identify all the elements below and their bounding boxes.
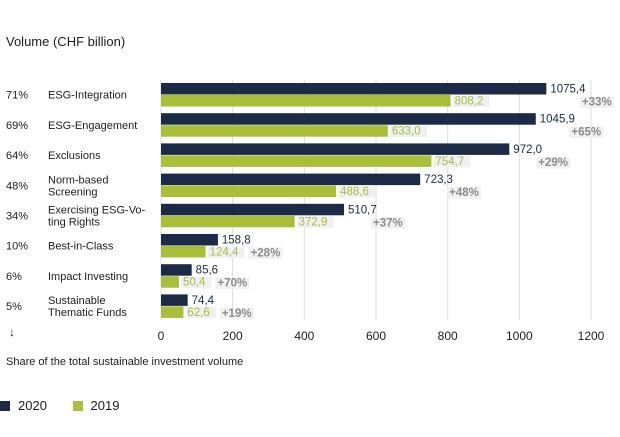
growth-label: +19%	[222, 308, 252, 320]
value-label-bg	[296, 216, 334, 228]
x-tick-label: 600	[366, 329, 386, 343]
legend-swatch-2020	[0, 400, 10, 411]
bar-2019	[161, 125, 388, 137]
value-label-2020: 158,8	[222, 235, 251, 247]
growth-label-bg	[215, 277, 250, 290]
growth-label: +29%	[538, 157, 568, 169]
bar-2019	[161, 185, 337, 198]
bar-2020	[161, 264, 192, 276]
value-label-bg	[185, 306, 216, 319]
legend-label-2019: 2019	[90, 398, 120, 413]
bar-2020	[161, 113, 536, 125]
bar-2020	[161, 83, 547, 95]
value-label-2019: 62,6	[187, 307, 209, 319]
share-label: 48%	[6, 180, 28, 192]
bar-2020	[161, 294, 188, 306]
bar-2020	[161, 234, 218, 246]
down-arrow-icon: ↓	[9, 325, 15, 339]
growth-label-bg	[579, 96, 614, 108]
bar-2019	[161, 95, 451, 107]
category-label: Impact Investing	[48, 271, 128, 283]
value-label-bg	[433, 155, 471, 168]
x-tick-label: 0	[158, 329, 165, 343]
share-label: 34%	[6, 211, 28, 223]
growth-label-bg	[248, 247, 283, 259]
share-label: 5%	[6, 301, 22, 313]
share-label: 71%	[6, 90, 28, 102]
bar-2019	[161, 276, 180, 288]
share-label: 6%	[6, 271, 22, 283]
value-label-2019: 50,4	[183, 277, 206, 289]
bar-2019	[161, 306, 184, 318]
chart-title: Volume (CHF billion)	[6, 34, 126, 49]
category-label: Best-in-Class	[48, 241, 114, 253]
legend: 2020 2019	[0, 398, 141, 414]
value-label-bg	[181, 276, 212, 289]
value-label-2020: 1075,4	[550, 84, 586, 96]
value-label-2020: 74,4	[192, 295, 215, 307]
legend-item-2019: 2019	[72, 398, 120, 413]
growth-label: +48%	[449, 187, 479, 199]
share-label: 64%	[6, 150, 28, 162]
legend-label-2020: 2020	[18, 398, 47, 413]
category-label: Thematic Funds	[48, 307, 127, 319]
bar-2020	[161, 203, 345, 216]
category-label: Exercising ESG-Vo-	[48, 205, 146, 217]
x-tick-label: 200	[223, 329, 243, 343]
growth-label: +70%	[217, 278, 247, 290]
growth-label-bg	[569, 126, 604, 139]
growth-label: +65%	[571, 127, 601, 139]
legend-swatch-2019	[72, 400, 83, 411]
share-footnote: Share of the total sustainable investmen…	[6, 356, 244, 368]
category-label: Norm-based	[48, 174, 109, 186]
share-label: 10%	[6, 241, 28, 253]
value-label-2019: 808,2	[455, 96, 484, 108]
value-label-2020: 85,6	[196, 265, 218, 277]
growth-label: +28%	[251, 248, 281, 260]
value-label-2019: 488,6	[340, 186, 369, 198]
value-label-2020: 723,3	[424, 174, 453, 186]
value-label-bg	[207, 246, 245, 258]
growth-label-bg	[371, 217, 406, 229]
value-label-bg	[338, 186, 376, 198]
share-label: 69%	[6, 120, 28, 132]
category-label: ting Rights	[48, 217, 100, 229]
x-tick-label: 1000	[506, 329, 533, 343]
value-label-2020: 1045,9	[540, 114, 575, 126]
category-label: ESG-Integration	[48, 90, 127, 102]
category-label: Sustainable	[48, 295, 106, 307]
category-label: Exclusions	[48, 150, 101, 162]
growth-label: +33%	[582, 97, 612, 109]
value-label-2019: 633,0	[392, 126, 421, 138]
value-label-2019: 754,7	[435, 156, 464, 168]
category-label: ESG-Engagement	[48, 120, 137, 132]
value-label-bg	[452, 95, 490, 107]
bar-2019	[161, 155, 432, 167]
bar-2019	[161, 215, 295, 228]
x-tick-label: 1200	[578, 329, 605, 343]
growth-label-bg	[219, 307, 254, 320]
growth-label-bg	[447, 187, 482, 199]
value-label-2020: 972,0	[513, 144, 542, 156]
bar-2019	[161, 246, 206, 258]
category-label: Screening	[48, 186, 98, 198]
value-label-bg	[389, 125, 427, 138]
value-label-2019: 372,9	[299, 216, 328, 228]
growth-label-bg	[536, 156, 571, 169]
bar-2020	[161, 143, 510, 155]
legend-item-2020: 2020	[0, 398, 47, 413]
growth-label: +37%	[373, 217, 403, 229]
x-tick-label: 400	[294, 329, 314, 343]
x-tick-label: 800	[438, 329, 458, 343]
value-label-2019: 124,4	[210, 247, 239, 259]
bar-2020	[161, 173, 421, 186]
value-label-2020: 510,7	[348, 204, 377, 216]
